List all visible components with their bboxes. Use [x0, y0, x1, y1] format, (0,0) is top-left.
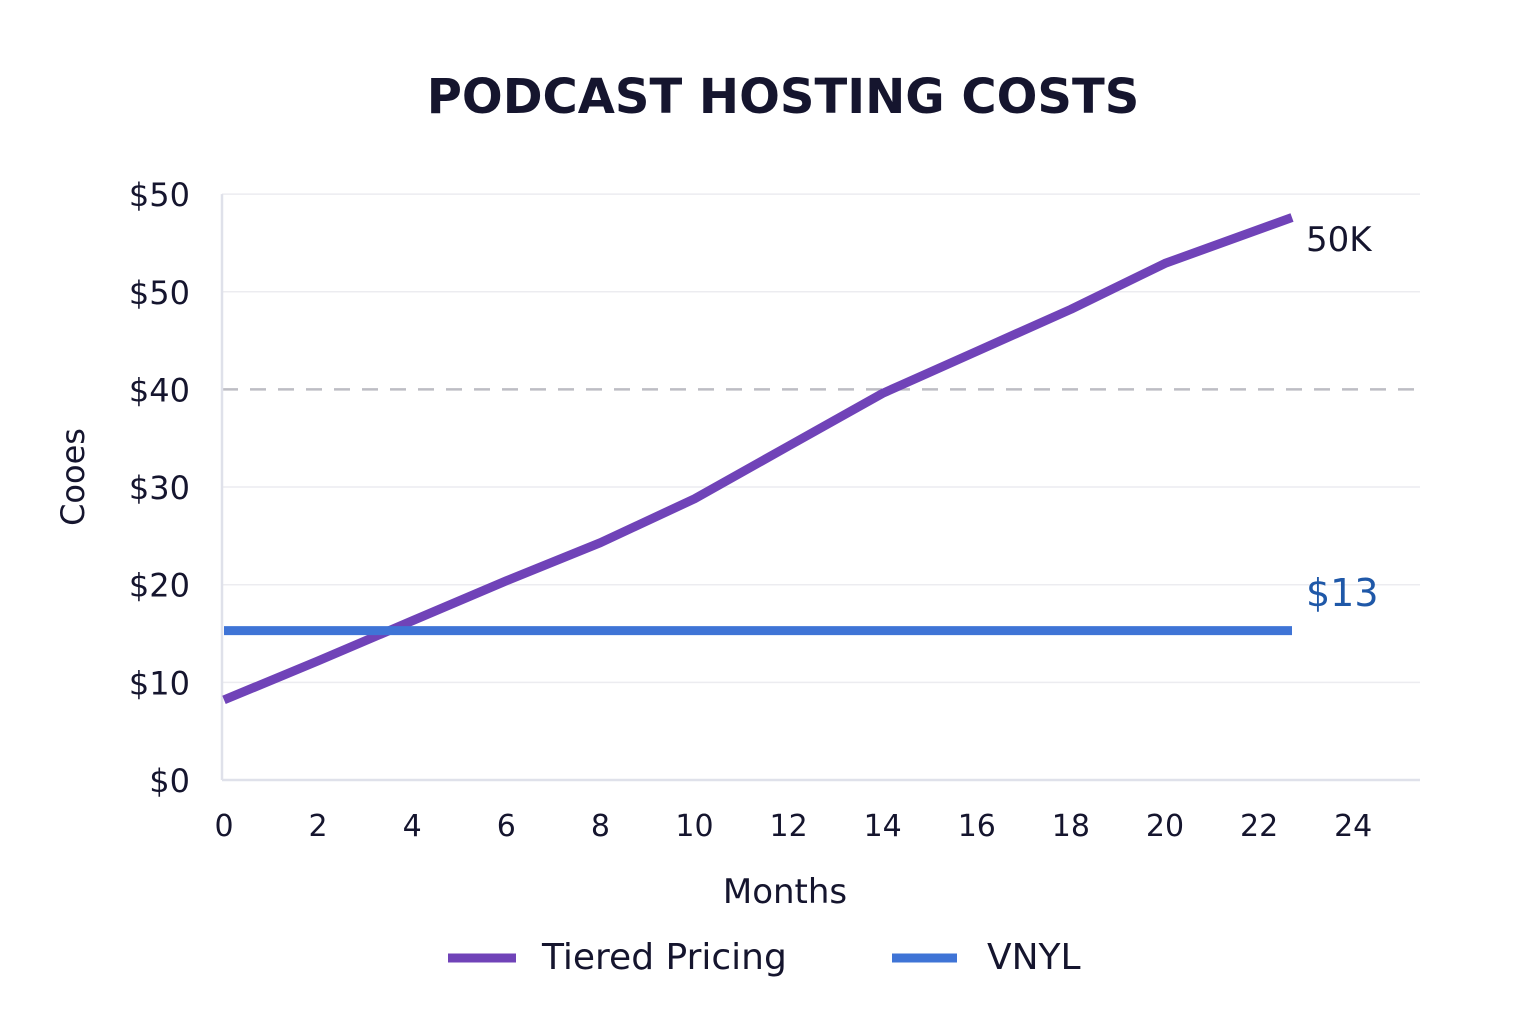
x-tick-label: 20: [1146, 809, 1184, 844]
y-tick-label: $0: [149, 762, 190, 800]
x-tick-label: 12: [770, 809, 808, 844]
legend: Tiered Pricing VNYL: [448, 937, 1081, 978]
end-label-tiered-pricing: 50K: [1306, 220, 1373, 260]
x-tick-label: 6: [497, 809, 516, 844]
y-tick-label: $20: [129, 567, 190, 605]
y-tick-label: $10: [129, 664, 190, 702]
y-tick-label: $40: [129, 371, 190, 409]
y-tick-label: $50: [129, 176, 190, 214]
chart-title: PODCAST HOSTING COSTS: [427, 69, 1140, 125]
x-tick-label: 0: [214, 809, 233, 844]
y-tick-labels: $0 $10 $20 $30 $40 $50 $50: [129, 176, 190, 800]
end-label-vnyl: $13: [1306, 571, 1379, 615]
x-tick-label: 16: [958, 809, 996, 844]
gridlines: [222, 193, 1420, 684]
x-axis-label: Months: [723, 872, 847, 912]
x-tick-labels: 0 2 4 6 8 10 12 14 16 18 20 22 24: [214, 809, 1372, 844]
series-lines: 50K $13: [222, 213, 1379, 705]
x-tick-label: 8: [591, 809, 610, 844]
y-tick-label: $50: [129, 274, 190, 312]
y-axis-label: Cooes: [54, 428, 92, 526]
legend-label-vnyl: VNYL: [987, 937, 1081, 978]
x-tick-label: 18: [1052, 809, 1090, 844]
axes: [220, 194, 1420, 782]
x-tick-label: 2: [309, 809, 328, 844]
x-tick-label: 10: [675, 809, 713, 844]
legend-label-tiered: Tiered Pricing: [541, 937, 787, 978]
x-tick-label: 14: [864, 809, 902, 844]
y-tick-label: $30: [129, 469, 190, 507]
x-tick-label: 22: [1240, 809, 1278, 844]
x-tick-label: 24: [1334, 809, 1372, 844]
x-tick-label: 4: [403, 809, 422, 844]
